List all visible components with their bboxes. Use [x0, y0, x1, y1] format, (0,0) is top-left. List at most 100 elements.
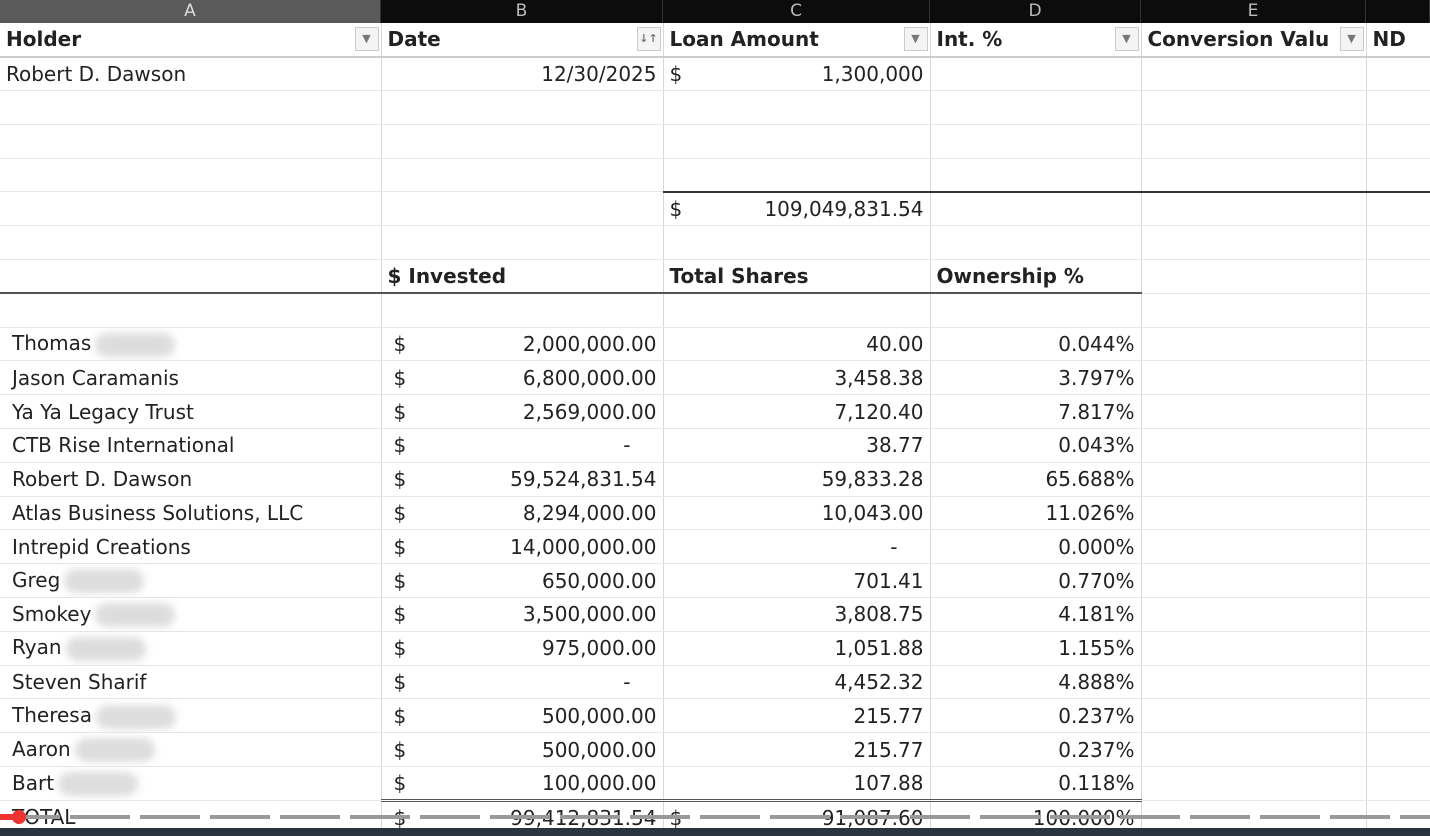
section-header-row: $ Invested Total Shares Ownership %	[0, 259, 1430, 295]
ownership-cell[interactable]: 4.181%	[930, 597, 1142, 632]
cell[interactable]	[1141, 56, 1367, 92]
video-progress-bar[interactable]	[0, 814, 1430, 820]
spreadsheet-grid: Holder ▼ Date ↓↑ Loan Amount ▼ Int. % ▼ Conv…	[0, 23, 1430, 835]
holder-name[interactable]: Ya Ya Legacy Trust	[0, 394, 382, 430]
holder-name[interactable]: Robert D. Dawson	[0, 462, 382, 497]
column-headers: A B C D E	[0, 0, 1430, 23]
ownership-cell[interactable]: 4.888%	[930, 665, 1142, 700]
filter-dropdown-icon[interactable]: ▼	[354, 27, 379, 51]
invested-cell[interactable]: $6,800,000.00	[381, 360, 664, 396]
cell[interactable]: Robert D. Dawson	[0, 56, 382, 92]
empty-row	[0, 225, 1430, 261]
column-header-e[interactable]: E	[1141, 0, 1366, 23]
invested-cell[interactable]: $2,569,000.00	[381, 394, 664, 430]
holder-name[interactable]: Atlas Business Solutions, LLC	[0, 496, 382, 531]
invested-cell[interactable]: $500,000.00	[381, 732, 664, 768]
column-header-a[interactable]: A	[0, 0, 381, 23]
cell[interactable]	[930, 56, 1142, 92]
holder-name[interactable]: Ryan	[0, 631, 382, 666]
holder-name[interactable]: Theresa	[0, 698, 382, 734]
filter-dropdown-icon[interactable]: ▼	[903, 27, 928, 51]
invested-cell[interactable]: $3,500,000.00	[381, 597, 664, 632]
column-header-d[interactable]: D	[930, 0, 1141, 23]
header-loan-amount[interactable]: Loan Amount ▼	[663, 23, 931, 58]
holder-name[interactable]: Aaron	[0, 732, 382, 768]
shares-cell[interactable]: 4,452.32	[663, 665, 931, 700]
ownership-cell[interactable]: 11.026%	[930, 496, 1142, 531]
cell[interactable]: 12/30/2025	[381, 56, 664, 92]
holder-name[interactable]: Greg	[0, 563, 382, 599]
cell[interactable]: $109,049,831.54	[663, 190, 931, 227]
shares-cell[interactable]: 38.77	[663, 428, 931, 463]
invested-cell[interactable]: $650,000.00	[381, 563, 664, 599]
shares-cell[interactable]: 215.77	[663, 698, 931, 734]
progress-scrubber-handle[interactable]	[12, 810, 26, 824]
ownership-cell[interactable]: 0.000%	[930, 529, 1142, 565]
invested-cell[interactable]: $975,000.00	[381, 631, 664, 666]
table-row: Ryan $975,000.00 1,051.88 1.155%	[0, 631, 1430, 666]
ownership-cell[interactable]: 0.043%	[930, 428, 1142, 463]
header-nd[interactable]: ND	[1366, 23, 1430, 58]
shares-cell[interactable]: 3,458.38	[663, 360, 931, 396]
cell[interactable]: $1,300,000	[663, 56, 931, 92]
ownership-cell[interactable]: 0.237%	[930, 698, 1142, 734]
table-row: Robert D. Dawson $59,524,831.54 59,833.2…	[0, 462, 1430, 497]
holder-name[interactable]: Jason Caramanis	[0, 360, 382, 396]
column-header-b[interactable]: B	[381, 0, 663, 23]
shares-cell[interactable]: 7,120.40	[663, 394, 931, 430]
column-header-c[interactable]: C	[663, 0, 930, 23]
invested-cell[interactable]: $8,294,000.00	[381, 496, 664, 531]
shares-cell[interactable]: 40.00	[663, 327, 931, 362]
invested-cell[interactable]: $59,524,831.54	[381, 462, 664, 497]
filter-dropdown-icon[interactable]: ▼	[1114, 27, 1139, 51]
column-header-f[interactable]	[1366, 0, 1430, 23]
holder-name[interactable]: Bart	[0, 766, 382, 801]
shares-cell[interactable]: 107.88	[663, 766, 931, 802]
empty-row	[0, 124, 1430, 159]
holder-name[interactable]: Steven Sharif	[0, 665, 382, 700]
holder-name[interactable]: Smokey	[0, 597, 382, 632]
header-total-shares[interactable]: Total Shares	[663, 259, 931, 295]
shares-cell[interactable]: -	[663, 529, 931, 565]
header-date[interactable]: Date ↓↑	[381, 23, 664, 58]
header-holder[interactable]: Holder ▼	[0, 23, 382, 58]
shares-cell[interactable]: 1,051.88	[663, 631, 931, 666]
invested-cell[interactable]: $ -	[381, 428, 664, 463]
table-row: Theresa $500,000.00 215.77 0.237%	[0, 698, 1430, 734]
shares-cell[interactable]: 3,808.75	[663, 597, 931, 632]
table-row: Ya Ya Legacy Trust $2,569,000.00 7,120.4…	[0, 394, 1430, 430]
ownership-cell[interactable]: 0.770%	[930, 563, 1142, 599]
ownership-cell[interactable]: 0.044%	[930, 327, 1142, 362]
ownership-cell[interactable]: 0.118%	[930, 766, 1142, 802]
invested-cell[interactable]: $100,000.00	[381, 766, 664, 802]
shares-cell[interactable]: 59,833.28	[663, 462, 931, 497]
header-int[interactable]: Int. % ▼	[930, 23, 1142, 58]
table-row: Smokey $3,500,000.00 3,808.75 4.181%	[0, 597, 1430, 632]
ownership-cell[interactable]: 65.688%	[930, 462, 1142, 497]
redacted-surname	[74, 738, 155, 763]
holder-name[interactable]: Thomas	[0, 327, 382, 362]
cell[interactable]	[1366, 56, 1430, 92]
holder-name[interactable]: Intrepid Creations	[0, 529, 382, 565]
invested-cell[interactable]: $ -	[381, 665, 664, 700]
sort-filter-icon[interactable]: ↓↑	[636, 27, 661, 51]
ownership-cell[interactable]: 1.155%	[930, 631, 1142, 666]
redacted-surname	[64, 569, 145, 594]
invested-cell[interactable]: $14,000,000.00	[381, 529, 664, 565]
player-controls-bar	[0, 828, 1430, 836]
header-conversion-value[interactable]: Conversion Valu ▼	[1141, 23, 1367, 58]
table-row: Aaron $500,000.00 215.77 0.237%	[0, 732, 1430, 768]
ownership-cell[interactable]: 3.797%	[930, 360, 1142, 396]
invested-cell[interactable]: $2,000,000.00	[381, 327, 664, 362]
invested-cell[interactable]: $500,000.00	[381, 698, 664, 734]
shares-cell[interactable]: 215.77	[663, 732, 931, 768]
header-invested[interactable]: $ Invested	[381, 259, 664, 295]
ownership-cell[interactable]: 7.817%	[930, 394, 1142, 430]
shares-cell[interactable]: 701.41	[663, 563, 931, 599]
empty-row	[0, 158, 1430, 193]
ownership-cell[interactable]: 0.237%	[930, 732, 1142, 768]
filter-dropdown-icon[interactable]: ▼	[1339, 27, 1364, 51]
shares-cell[interactable]: 10,043.00	[663, 496, 931, 531]
header-ownership[interactable]: Ownership %	[930, 259, 1142, 295]
holder-name[interactable]: CTB Rise International	[0, 428, 382, 463]
